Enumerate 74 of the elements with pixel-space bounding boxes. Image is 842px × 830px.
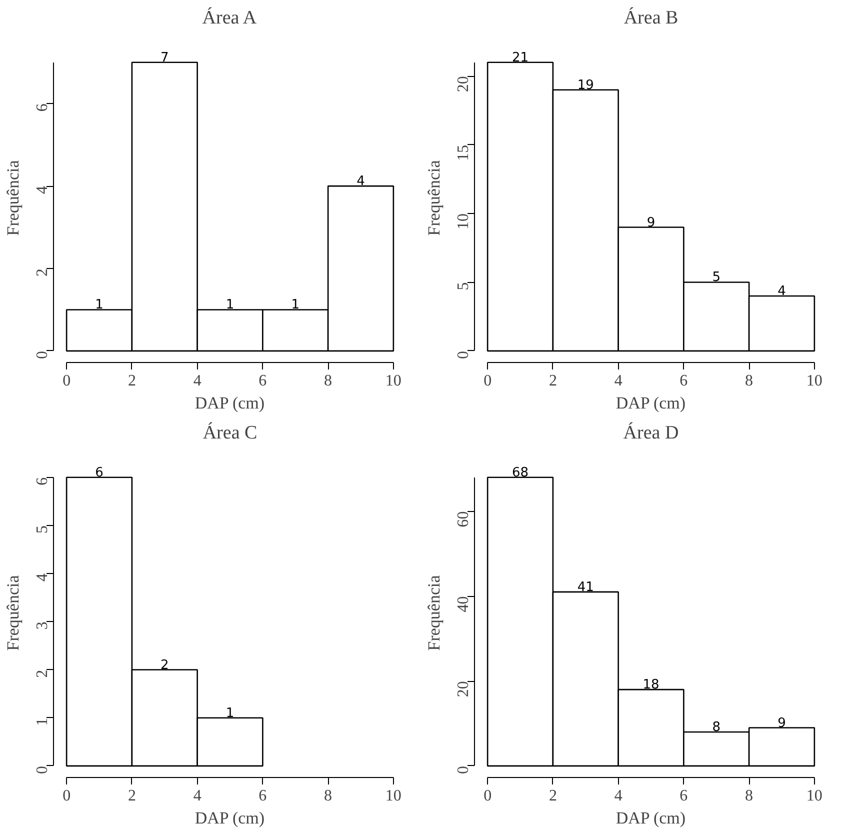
y-tick-label: 0 xyxy=(455,350,472,359)
y-tick-label: 0 xyxy=(34,766,51,774)
data-label: 2 xyxy=(160,658,169,673)
x-tick-label: 4 xyxy=(193,372,202,390)
x-tick-label: 6 xyxy=(680,788,688,804)
y-tick-label: 6 xyxy=(34,477,51,486)
x-tick-label: 4 xyxy=(193,788,202,804)
x-tick-label: 6 xyxy=(258,372,267,390)
y-tick-label: 2 xyxy=(34,268,51,276)
data-label: 5 xyxy=(712,270,721,286)
y-tick-label: 10 xyxy=(455,214,472,230)
x-tick-label: 0 xyxy=(62,788,71,804)
x-tick-label: 8 xyxy=(745,372,754,390)
x-tick-label: 8 xyxy=(324,372,332,390)
x-tick-label: 2 xyxy=(548,372,557,390)
x-tick-label: 10 xyxy=(385,372,402,390)
y-tick-label: 6 xyxy=(34,104,51,112)
x-tick-label: 2 xyxy=(548,788,557,804)
data-label: 4 xyxy=(356,174,365,190)
y-tick-label: 0 xyxy=(34,350,51,359)
data-label: 8 xyxy=(712,720,721,736)
x-axis-title: DAP (cm) xyxy=(194,394,265,412)
y-axis-title: Frequência xyxy=(4,574,22,651)
x-axis-title: DAP (cm) xyxy=(616,394,686,412)
x-tick-label: 2 xyxy=(128,372,136,390)
data-label: 7 xyxy=(160,50,169,66)
x-tick-label: 6 xyxy=(258,788,267,804)
y-tick-label: 20 xyxy=(455,76,472,92)
data-label: 9 xyxy=(778,716,786,731)
data-label: 6 xyxy=(95,465,104,480)
x-tick-label: 0 xyxy=(484,788,492,804)
y-tick-label: 3 xyxy=(34,622,51,630)
x-tick-label: 0 xyxy=(484,372,492,390)
y-tick-label: 4 xyxy=(34,186,51,194)
y-tick-label: 15 xyxy=(455,144,472,161)
data-label: 9 xyxy=(646,215,656,230)
data-label: 21 xyxy=(512,50,529,66)
y-axis-title: Frequência xyxy=(4,160,22,236)
data-label: 18 xyxy=(642,678,660,693)
x-tick-label: 8 xyxy=(745,788,754,804)
y-tick-label: 5 xyxy=(34,525,51,534)
data-label: 1 xyxy=(226,298,234,313)
data-label: 1 xyxy=(291,298,300,313)
x-axis-title: DAP (cm) xyxy=(616,808,686,828)
data-label: 1 xyxy=(226,706,234,721)
chart-title: Área D xyxy=(623,422,679,444)
x-tick-label: 10 xyxy=(806,788,822,804)
x-tick-label: 0 xyxy=(62,372,71,390)
chart-title: Área C xyxy=(202,422,258,444)
data-label: 68 xyxy=(512,465,529,480)
y-tick-label: 1 xyxy=(34,718,51,726)
chart-title: Área A xyxy=(202,6,257,28)
y-tick-label: 4 xyxy=(34,574,51,582)
x-tick-label: 10 xyxy=(806,372,822,390)
y-tick-label: 0 xyxy=(455,766,472,774)
y-tick-label: 60 xyxy=(455,511,472,528)
y-tick-label: 5 xyxy=(455,282,472,290)
chart-title: Área B xyxy=(624,6,678,28)
y-tick-label: 20 xyxy=(455,681,472,698)
data-label: 19 xyxy=(577,78,594,93)
x-tick-label: 8 xyxy=(324,788,332,804)
data-label: 1 xyxy=(95,298,104,313)
y-axis-title: Frequência xyxy=(424,160,444,236)
y-tick-label: 40 xyxy=(455,596,472,612)
x-tick-label: 4 xyxy=(614,372,622,390)
x-tick-label: 10 xyxy=(385,788,402,804)
y-axis-title: Frequência xyxy=(424,574,444,651)
x-tick-label: 2 xyxy=(128,788,136,804)
x-axis-title: DAP (cm) xyxy=(194,808,265,828)
data-label: 41 xyxy=(577,580,594,595)
data-label: 4 xyxy=(778,284,786,299)
x-tick-label: 6 xyxy=(680,372,688,390)
y-tick-label: 2 xyxy=(34,670,51,678)
x-tick-label: 4 xyxy=(614,788,622,804)
